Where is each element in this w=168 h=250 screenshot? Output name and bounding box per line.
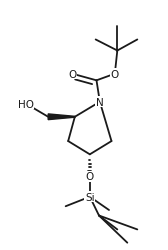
Text: O: O [111, 70, 119, 80]
Text: Si: Si [85, 192, 95, 202]
Text: O: O [86, 172, 94, 182]
Text: N: N [96, 97, 104, 107]
Polygon shape [48, 114, 75, 120]
Text: HO: HO [18, 99, 34, 109]
Text: O: O [68, 70, 76, 80]
